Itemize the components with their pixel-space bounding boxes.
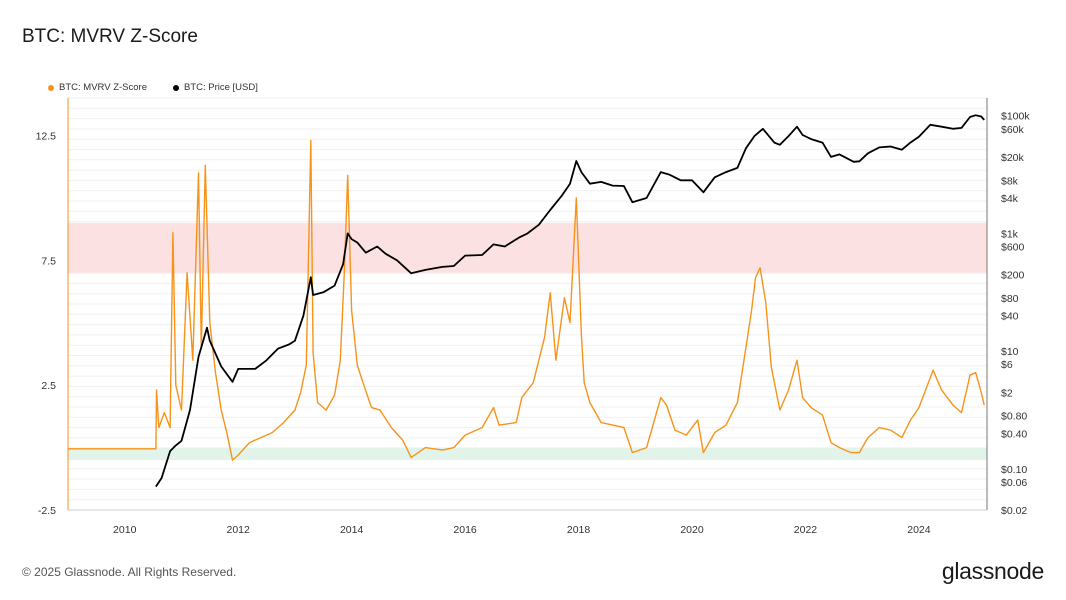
x-tick-label: 2012: [227, 524, 251, 536]
x-tick-label: 2022: [794, 524, 818, 536]
x-tick-label: 2014: [340, 524, 364, 536]
btc-price-line: [155, 114, 985, 488]
right-tick-label: $0.02: [1001, 505, 1027, 517]
x-tick-label: 2018: [567, 524, 591, 536]
right-tick-label: $2: [1001, 387, 1013, 399]
left-tick-label: -2.5: [38, 505, 56, 517]
x-tick-label: 2010: [113, 524, 137, 536]
glassnode-logo: glassnode: [941, 558, 1044, 584]
right-tick-label: $600: [1001, 241, 1025, 253]
left-tick-label: 2.5: [41, 380, 56, 392]
right-tick-label: $200: [1001, 270, 1025, 282]
right-tick-label: $0.06: [1001, 477, 1027, 489]
x-tick-label: 2016: [453, 524, 477, 536]
x-tick-label: 2020: [680, 524, 704, 536]
right-tick-label: $8k: [1001, 175, 1019, 187]
legend-dot-price: [172, 84, 179, 91]
right-tick-label: $80: [1001, 293, 1019, 305]
legend-label-price: BTC: Price [USD]: [183, 82, 258, 93]
right-tick-label: $100k: [1001, 111, 1030, 123]
right-tick-label: $0.80: [1001, 411, 1027, 423]
band-overvalued: [68, 222, 987, 273]
left-tick-label: 12.5: [36, 130, 57, 142]
right-tick-label: $20k: [1001, 152, 1025, 164]
mvrv-zscore-line: [68, 139, 985, 461]
legend-item-price[interactable]: BTC: Price [USD]: [172, 82, 258, 93]
band-undervalued: [68, 447, 987, 461]
right-tick-label: $10: [1001, 346, 1019, 358]
right-tick-label: $1k: [1001, 228, 1019, 240]
left-tick-label: 7.5: [41, 255, 56, 267]
legend-dot-mvrv: [48, 84, 54, 91]
copyright-text: © 2025 Glassnode. All Rights Reserved.: [22, 565, 237, 579]
right-tick-label: $4k: [1001, 193, 1019, 205]
right-tick-label: $0.10: [1001, 464, 1027, 476]
legend: BTC: MVRV Z-Score BTC: Price [USD]: [48, 82, 258, 93]
legend-item-mvrv[interactable]: BTC: MVRV Z-Score: [48, 82, 147, 93]
right-tick-label: $6: [1001, 359, 1013, 371]
right-tick-label: $40: [1001, 311, 1019, 323]
chart-title: BTC: MVRV Z-Score: [22, 26, 198, 47]
right-tick-label: $0.40: [1001, 428, 1027, 440]
legend-label-mvrv: BTC: MVRV Z-Score: [59, 82, 147, 93]
right-tick-label: $60k: [1001, 124, 1025, 136]
x-tick-label: 2024: [907, 524, 931, 536]
